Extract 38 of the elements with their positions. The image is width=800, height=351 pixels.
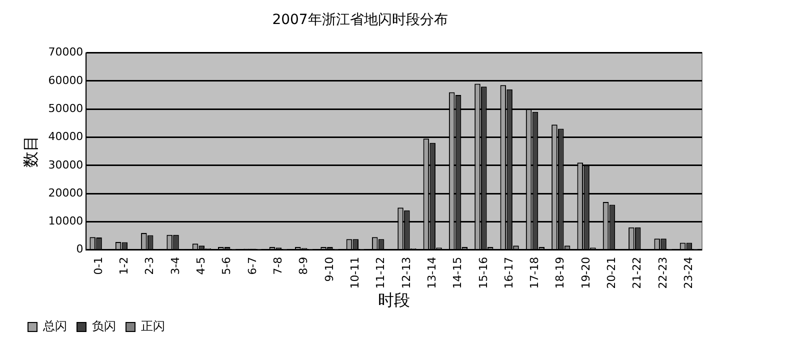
x-tick-label: 17-18 bbox=[528, 256, 542, 289]
x-tick-label: 4-5 bbox=[194, 256, 208, 275]
x-tick-label: 1-2 bbox=[118, 256, 131, 275]
legend-label: 总闪 bbox=[42, 319, 67, 334]
x-tick-label: 0-1 bbox=[92, 256, 105, 275]
chart-title: 2007年浙江省地闪时段分布 bbox=[272, 12, 448, 28]
x-tick-label: 9-10 bbox=[322, 256, 336, 282]
legend-label: 负闪 bbox=[92, 319, 116, 334]
x-tick-label: 15-16 bbox=[476, 256, 490, 289]
x-tick-label: 14-15 bbox=[451, 256, 464, 289]
legend-label: 正闪 bbox=[141, 319, 165, 334]
x-tick-label: 13-14 bbox=[425, 256, 438, 289]
x-tick-label: 8-9 bbox=[297, 256, 310, 275]
x-tick-label: 5-6 bbox=[220, 256, 234, 275]
x-tick-label: 6-7 bbox=[246, 256, 259, 275]
x-tick-label: 19-20 bbox=[579, 256, 592, 289]
y-tick-label: 10000 bbox=[48, 214, 84, 228]
y-tick-label: 60000 bbox=[48, 74, 84, 87]
x-tick-label: 7-8 bbox=[271, 256, 284, 275]
x-tick-label: 12-13 bbox=[400, 256, 413, 289]
y-axis-title: 数目 bbox=[20, 135, 40, 168]
y-tick-label: 50000 bbox=[48, 102, 84, 115]
x-tick-label: 21-22 bbox=[630, 256, 644, 289]
x-tick-label: 22-23 bbox=[656, 256, 670, 289]
x-tick-label: 20-21 bbox=[605, 256, 618, 289]
y-tick-label: 30000 bbox=[48, 158, 84, 172]
x-tick-label: 10-11 bbox=[348, 256, 362, 289]
y-tick-label: 40000 bbox=[48, 130, 84, 144]
y-tick-label: 0 bbox=[76, 242, 84, 256]
x-tick-label: 2-3 bbox=[143, 256, 156, 275]
x-tick-label: 16-17 bbox=[502, 256, 516, 289]
x-axis-title: 时段 bbox=[378, 290, 410, 310]
y-tick-label: 70000 bbox=[48, 46, 84, 59]
x-tick-label: 18-19 bbox=[554, 256, 567, 289]
y-tick-label: 20000 bbox=[48, 186, 84, 200]
x-tick-label: 3-4 bbox=[168, 256, 182, 275]
x-tick-label: 11-12 bbox=[374, 256, 388, 289]
x-tick-label: 23-24 bbox=[682, 256, 696, 289]
